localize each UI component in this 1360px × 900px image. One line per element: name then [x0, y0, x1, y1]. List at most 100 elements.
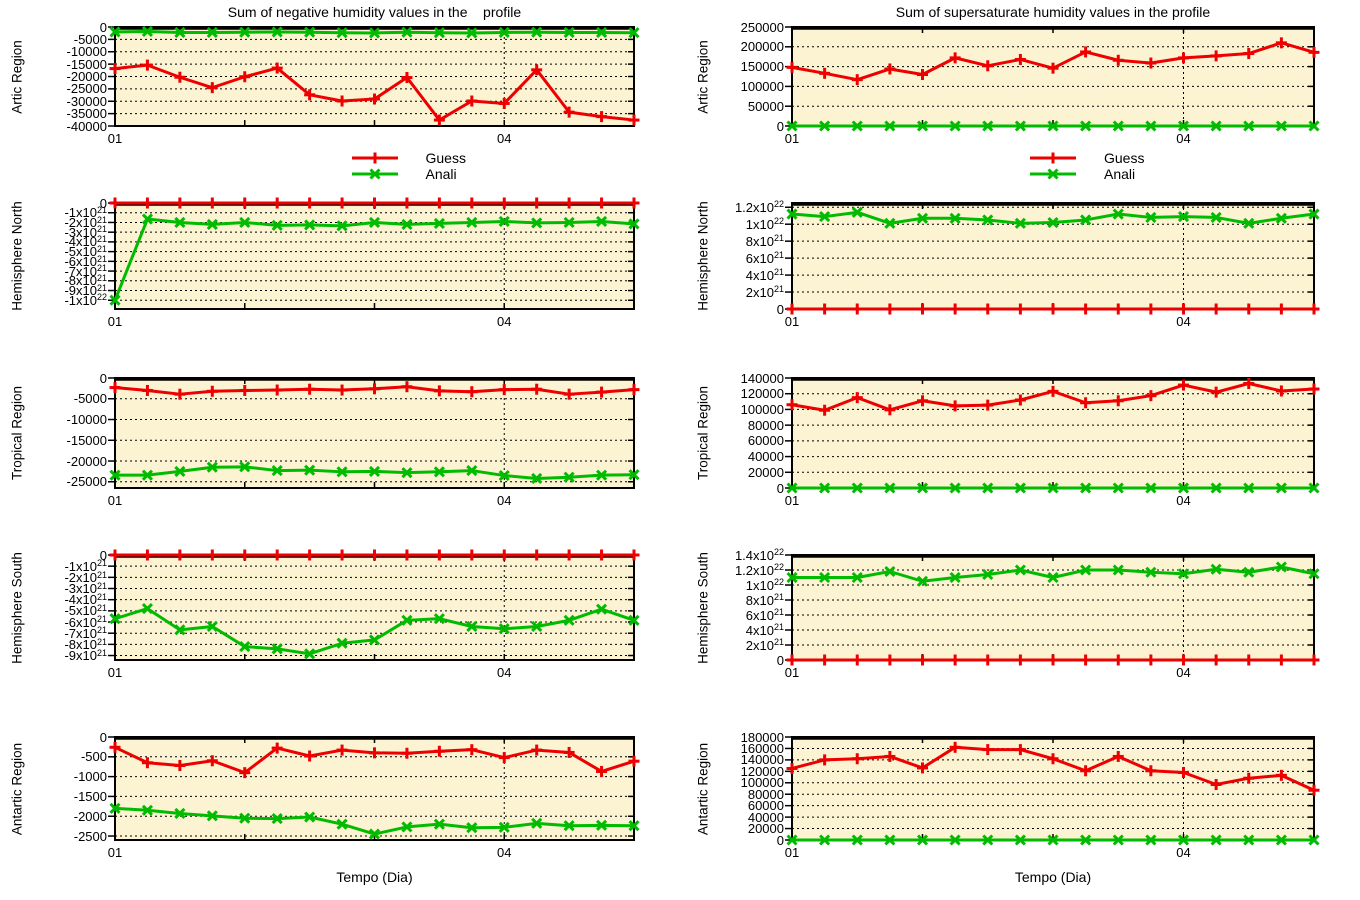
- plus-marker: [949, 303, 961, 315]
- plus-marker: [628, 197, 640, 209]
- plus-marker: [433, 549, 445, 561]
- plus-marker: [1178, 303, 1189, 315]
- cross-marker: [1275, 120, 1287, 132]
- plus-marker: [982, 744, 994, 756]
- plus-marker: [884, 654, 896, 666]
- cross-marker: [1177, 120, 1190, 132]
- plot-negative-antartic-region: [108, 736, 640, 841]
- series-anali-markers: [786, 561, 1320, 587]
- cross-marker: [1308, 482, 1320, 494]
- cross-marker: [304, 464, 316, 476]
- y-tick-label: -5x1021: [64, 243, 107, 260]
- plus-marker: [1145, 654, 1157, 666]
- x-tick-label: 01: [107, 131, 123, 146]
- ylabel-antartic-region: Antartic Region: [9, 742, 25, 835]
- plus-marker: [304, 549, 316, 561]
- plus-marker: [1243, 378, 1255, 389]
- y-tick-label: -1x1021: [64, 204, 107, 221]
- cross-marker: [531, 472, 543, 485]
- plus-marker: [949, 741, 961, 753]
- cross-marker: [851, 571, 863, 584]
- plus-marker: [596, 549, 608, 561]
- series-anali-markers: [109, 25, 640, 39]
- cross-marker: [433, 27, 445, 39]
- cross-marker: [368, 27, 381, 39]
- plus-marker: [271, 384, 283, 396]
- x-tick-label: 04: [1176, 131, 1191, 146]
- cross-marker: [1210, 120, 1222, 132]
- x-tick-label: 01: [107, 845, 123, 860]
- plus-marker: [1047, 385, 1059, 397]
- plus-marker: [401, 71, 413, 83]
- y-tick-label: -2000: [73, 808, 107, 824]
- cross-marker: [1014, 482, 1026, 494]
- legend-label: Anali: [1104, 166, 1136, 182]
- ylabel-artic-region: Artic Region: [9, 39, 25, 114]
- cross-marker: [498, 821, 510, 833]
- plot-supersaturate-antartic-region: [785, 736, 1320, 846]
- plus-marker: [109, 741, 121, 753]
- plus-marker: [786, 762, 798, 774]
- plus-marker: [596, 111, 608, 123]
- plus-marker: [401, 747, 413, 759]
- cross-marker: [982, 568, 994, 581]
- cross-marker: [401, 821, 413, 833]
- plus-marker: [498, 197, 510, 209]
- plot-supersaturate-tropical-region: [785, 377, 1320, 494]
- plus-marker: [1112, 303, 1124, 315]
- plus-marker: [1275, 654, 1287, 666]
- plus-marker: [563, 549, 575, 561]
- plus-marker: [819, 303, 831, 315]
- legend-entry-anali: Anali: [1029, 166, 1144, 182]
- cross-marker: [433, 818, 445, 830]
- legend-entry-anali: Anali: [351, 166, 466, 182]
- cross-marker: [401, 26, 413, 38]
- cross-marker: [1112, 834, 1124, 846]
- cross-marker: [982, 834, 994, 846]
- y-tick-label: 0: [99, 729, 107, 745]
- cross-marker: [1210, 563, 1222, 575]
- cross-marker: [1275, 212, 1287, 224]
- series-anali-markers: [109, 461, 640, 485]
- plus-marker: [1275, 37, 1287, 49]
- x-axis-label-left: Tempo (Dia): [336, 869, 413, 885]
- cross-marker: [1210, 834, 1222, 846]
- cross-marker: [239, 461, 251, 473]
- cross-marker: [596, 603, 608, 615]
- plus-marker: [206, 82, 218, 94]
- plus-marker: [563, 197, 575, 209]
- cross-marker: [1080, 834, 1092, 846]
- cross-marker: [141, 804, 153, 816]
- cross-marker: [819, 571, 831, 584]
- cross-marker: [916, 212, 929, 224]
- plus-marker: [433, 114, 445, 126]
- y-tick-label: 0: [99, 195, 107, 211]
- series-anali-markers: [786, 206, 1320, 229]
- plus-marker: [1178, 379, 1189, 391]
- cross-marker: [596, 819, 608, 831]
- plus-marker: [466, 744, 478, 756]
- plus-marker: [498, 549, 510, 561]
- cross-marker: [433, 217, 445, 229]
- legend-sample-anali: [1030, 168, 1076, 180]
- x-tick-label: 04: [1176, 845, 1191, 860]
- cross-marker: [1275, 482, 1287, 494]
- plus-marker: [1308, 383, 1320, 395]
- cross-marker: [498, 26, 510, 39]
- plus-marker: [141, 59, 153, 71]
- x-tick-label: 04: [497, 314, 512, 329]
- y-tick-label: -2500: [73, 828, 107, 844]
- cross-marker: [916, 834, 929, 846]
- cross-marker: [916, 575, 929, 587]
- plus-marker: [596, 386, 608, 398]
- plus-marker: [109, 197, 121, 209]
- ylabel-hemisphere-north: Hemisphere North: [695, 201, 711, 311]
- plot-background: [792, 27, 1314, 126]
- plus-marker: [304, 383, 316, 395]
- plus-marker: [336, 95, 348, 107]
- plus-marker: [1275, 769, 1287, 781]
- cross-marker: [174, 26, 186, 39]
- series-guess-markers: [786, 37, 1320, 86]
- legend-label: Guess: [1104, 150, 1145, 166]
- plus-marker: [531, 549, 543, 561]
